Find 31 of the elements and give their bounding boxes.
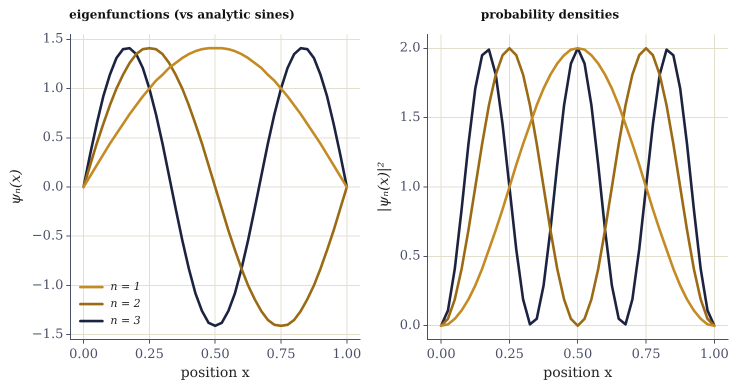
y-tick-label: −0.5 (32, 228, 64, 244)
y-tick-label: 0.0 (42, 179, 64, 194)
x-tick-label: 1.00 (700, 346, 729, 362)
y-tick-label: 0.0 (400, 318, 420, 334)
y-tick-label: 2.0 (400, 40, 420, 56)
y-axis-title: ψₙ(x) (8, 169, 24, 205)
legend-label: n = 3 (110, 314, 141, 327)
y-tick-label: −1.0 (32, 278, 64, 293)
y-tick-label: 1.5 (42, 32, 64, 47)
x-tick-label: 0.50 (200, 346, 230, 362)
y-tick-label: 1.5 (400, 110, 420, 126)
y-tick-label: 0.5 (400, 248, 420, 264)
x-tick-label: 1.00 (332, 346, 362, 362)
x-tick-label: 0.50 (563, 346, 592, 362)
y-tick-label: −1.5 (32, 327, 64, 342)
x-axis-title: position x (543, 365, 612, 382)
x-tick-label: 0.75 (266, 346, 296, 362)
x-tick-label: 0.75 (632, 346, 661, 362)
y-axis-title: |ψₙ(x)|² (376, 161, 392, 212)
x-tick-label: 0.25 (494, 346, 524, 362)
x-tick-label: 0.00 (426, 346, 456, 362)
x-tick-label: 0.25 (134, 346, 164, 362)
x-tick-label: 0.00 (69, 346, 98, 362)
legend-label: n = 2 (110, 296, 141, 310)
chart-title: probability densities (480, 7, 620, 22)
x-axis-title: position x (180, 365, 250, 382)
y-tick-label: 0.5 (42, 130, 64, 146)
y-tick-label: 1.0 (42, 80, 64, 96)
legend-label: n = 1 (110, 280, 141, 293)
chart-title: eigenfunctions (vs analytic sines) (69, 7, 295, 22)
y-tick-label: 1.0 (400, 179, 420, 194)
